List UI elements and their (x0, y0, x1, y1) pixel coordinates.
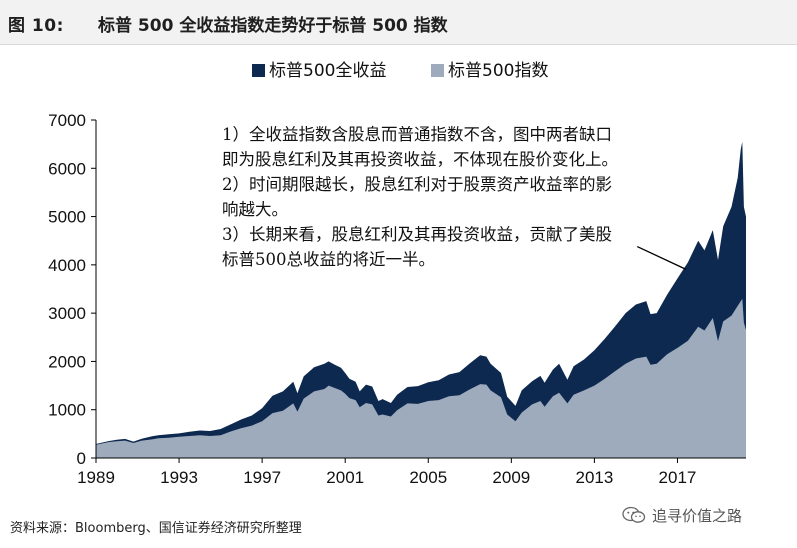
wechat-icon (622, 506, 646, 523)
source-footer: 资料来源：Bloomberg、国信证券经济研究所整理 (10, 521, 302, 536)
x-tick-label: 2005 (409, 468, 447, 487)
x-tick-label: 2013 (575, 468, 613, 487)
annotation-line-3: 3）长期来看，股息红利及其再投资收益，贡献了美股标普500总收益的将近一半。 (222, 225, 612, 269)
legend-label: 标普500全收益 (269, 61, 386, 81)
series-area-total-return (96, 141, 746, 458)
x-tick-label: 2009 (492, 468, 530, 487)
y-tick-label: 4000 (48, 256, 86, 275)
annotation-pointer-line (636, 245, 687, 270)
series-area-price-index (96, 298, 746, 458)
legend-swatch (252, 64, 265, 77)
y-tick-label: 0 (77, 449, 86, 468)
x-tick-label: 1993 (160, 468, 198, 487)
y-tick-label: 3000 (48, 304, 86, 323)
figure-title: 标普 500 全收益指数走势好于标普 500 指数 (98, 16, 448, 36)
y-tick-label: 2000 (48, 352, 86, 371)
watermark-text: 追寻价值之路 (652, 506, 743, 525)
annotation-line-2: 2）时间期限越长，股息红利对于股票资产收益率的影响越大。 (222, 175, 612, 219)
x-tick-label: 2017 (659, 468, 697, 487)
legend-label: 标普500指数 (448, 61, 548, 81)
watermark: 追寻价值之路 (622, 504, 742, 526)
figure-label: 图 10: (8, 16, 64, 36)
x-tick-label: 1997 (243, 468, 281, 487)
figure-title-bar: 图 10: 标普 500 全收益指数走势好于标普 500 指数 (0, 0, 797, 45)
legend-swatch (431, 64, 444, 77)
x-tick-label: 2001 (326, 468, 364, 487)
y-tick-label: 6000 (48, 159, 86, 178)
annotation-line-1: 1）全收益指数含股息而普通指数不含，图中两者缺口即为股息红利及其再投资收益，不体… (222, 125, 618, 169)
y-tick-label: 1000 (48, 401, 86, 420)
y-tick-label: 7000 (48, 111, 86, 130)
x-tick-label: 1989 (77, 468, 115, 487)
chart-annotation: 1）全收益指数含股息而普通指数不含，图中两者缺口即为股息红利及其再投资收益，不体… (222, 122, 622, 272)
y-tick-label: 5000 (48, 208, 86, 227)
